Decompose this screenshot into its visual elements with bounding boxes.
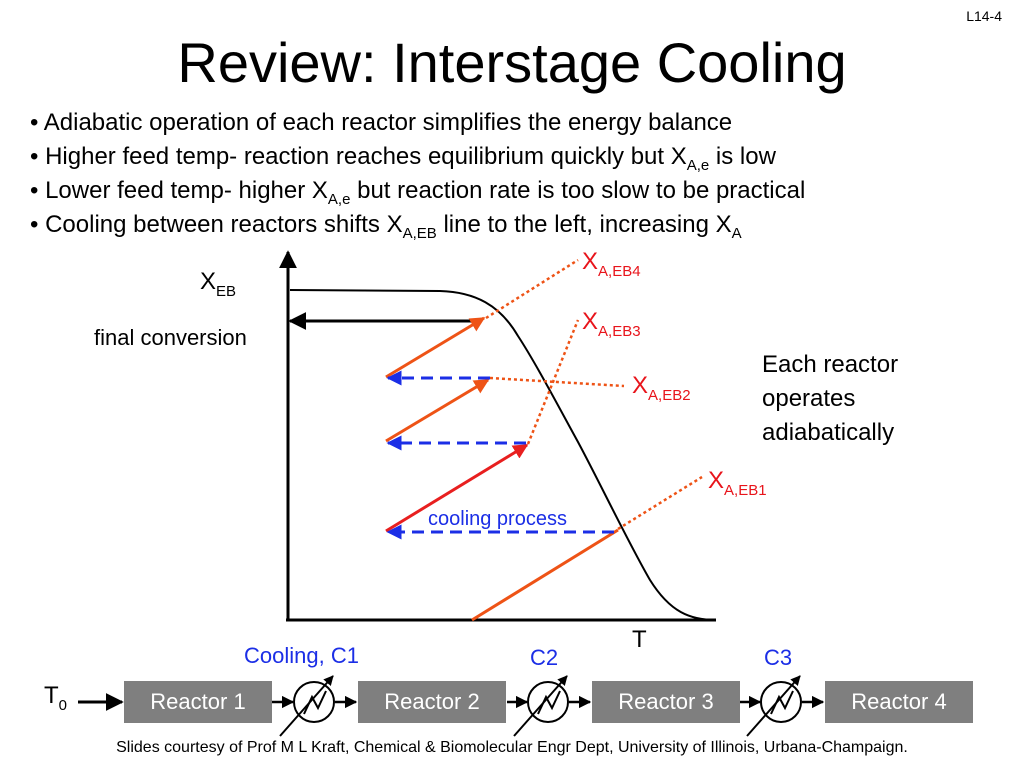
xa-eb3-extension bbox=[526, 319, 580, 445]
bullet-text: line to the left, increasing X bbox=[436, 211, 732, 238]
bullet-marker: • bbox=[30, 143, 39, 170]
xa-eb1-extension bbox=[617, 475, 703, 531]
bullet-subscript: A,e bbox=[686, 157, 710, 174]
y-axis-label: XEB bbox=[200, 268, 237, 300]
bullet-text: but reaction rate is too slow to be prac… bbox=[350, 177, 806, 204]
reactor2-operating-line bbox=[385, 443, 529, 533]
xa-eb1-label: XA,EB1 bbox=[708, 467, 767, 499]
adiabatic-note: Each reactor operates adiabatically bbox=[762, 351, 899, 446]
xa-eb2-label: XA,EB2 bbox=[632, 372, 691, 404]
bullet-item: • Adiabatic operation of each reactor si… bbox=[30, 106, 805, 140]
cooling-process-label: cooling process bbox=[428, 508, 567, 530]
bullet-item: • Cooling between reactors shifts XA,EB … bbox=[30, 208, 805, 242]
bullet-text: Cooling between reactors shifts X bbox=[45, 211, 403, 238]
cooler-c3-label: C3 bbox=[764, 645, 793, 670]
bullet-marker: • bbox=[30, 109, 39, 136]
xa-eb4-extension bbox=[485, 258, 579, 320]
final-conversion-label: final conversion bbox=[94, 325, 247, 350]
feed-temperature-label: T0 bbox=[44, 682, 68, 714]
reactor4-operating-line bbox=[385, 316, 486, 379]
x-axis-label: T bbox=[632, 626, 647, 653]
slide-title: Review: Interstage Cooling bbox=[177, 31, 847, 94]
heat-exchanger-c3-icon bbox=[746, 675, 802, 737]
bullet-subscript: A bbox=[731, 225, 742, 242]
bullet-text: Higher feed temp- reaction reaches equil… bbox=[45, 143, 687, 170]
cooler-c2-label: C2 bbox=[530, 645, 559, 670]
heat-exchanger-c2-icon bbox=[513, 675, 569, 737]
bullet-text: is low bbox=[709, 143, 776, 170]
reactor3-operating-line bbox=[385, 378, 490, 443]
reactor1-operating-line bbox=[471, 528, 619, 622]
bullet-text: Lower feed temp- higher X bbox=[45, 177, 328, 204]
xa-eb2-extension bbox=[489, 376, 625, 388]
bullet-item: • Lower feed temp- higher XA,e but react… bbox=[30, 174, 805, 208]
bullet-subscript: A,EB bbox=[402, 225, 437, 242]
xa-eb4-label: XA,EB4 bbox=[582, 248, 641, 280]
bullet-list: • Adiabatic operation of each reactor si… bbox=[30, 106, 805, 242]
heat-exchanger-c1-icon bbox=[279, 675, 335, 737]
bullet-marker: • bbox=[30, 177, 39, 204]
bullet-item: • Higher feed temp- reaction reaches equ… bbox=[30, 140, 805, 174]
reactor-1-box: Reactor 1 bbox=[124, 681, 272, 723]
equilibrium-curve bbox=[289, 289, 717, 621]
reactor-4-box: Reactor 4 bbox=[825, 681, 973, 723]
xa-eb3-label: XA,EB3 bbox=[582, 308, 641, 340]
bullet-text: Adiabatic operation of each reactor simp… bbox=[43, 109, 733, 136]
cooler-c1-label: Cooling, C1 bbox=[244, 643, 359, 668]
credit-line: Slides courtesy of Prof M L Kraft, Chemi… bbox=[116, 739, 908, 756]
bullet-subscript: A,e bbox=[327, 191, 351, 208]
slide-number: L14-4 bbox=[966, 8, 1002, 24]
reactor-2-box: Reactor 2 bbox=[358, 681, 506, 723]
bullet-marker: • bbox=[30, 211, 39, 238]
reactor-3-box: Reactor 3 bbox=[592, 681, 740, 723]
